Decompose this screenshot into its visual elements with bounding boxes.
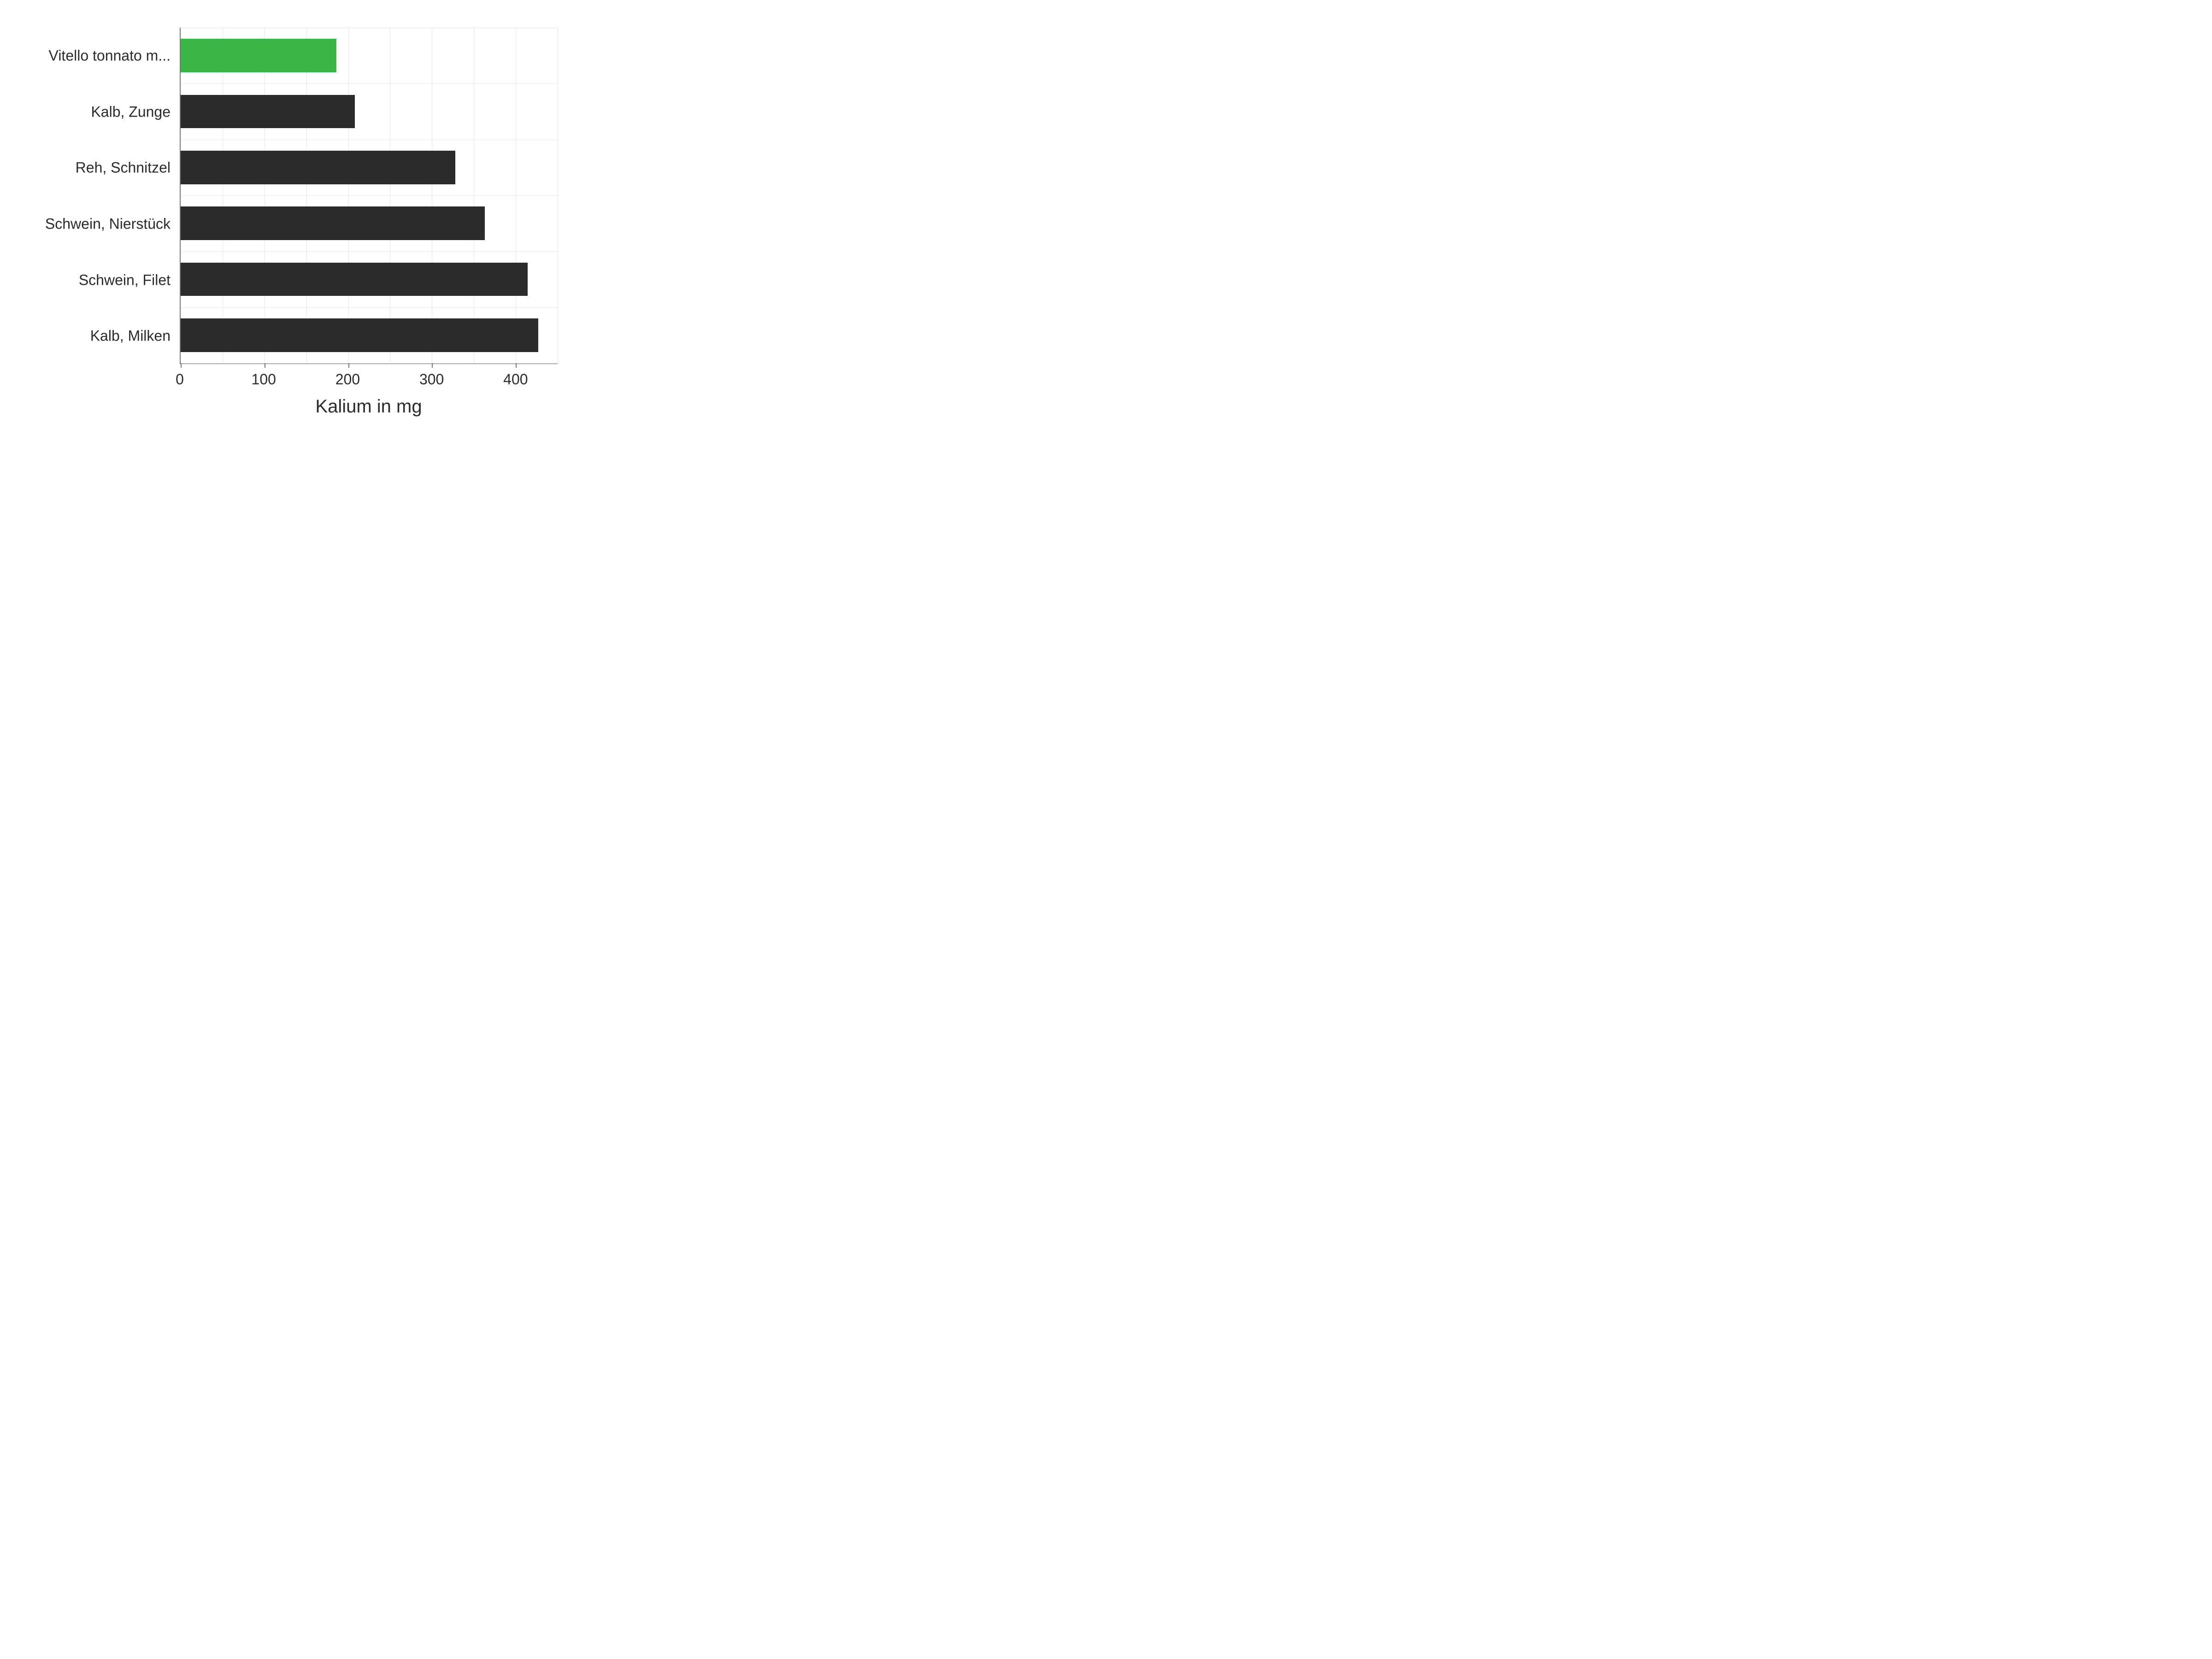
y-axis-label: Kalb, Zunge xyxy=(18,103,171,120)
x-axis-tick xyxy=(181,363,182,368)
chart-container: Vitello tonnato m... Kalb, Zunge Reh, Schn… xyxy=(0,0,590,442)
x-axis-tick-label: 400 xyxy=(503,371,528,388)
chart: Vitello tonnato m... Kalb, Zunge Reh, Schn… xyxy=(18,18,571,424)
gridline-horizontal xyxy=(181,307,558,308)
plot-area xyxy=(180,28,558,364)
y-axis-labels: Vitello tonnato m... Kalb, Zunge Reh, Schn… xyxy=(18,28,171,364)
x-axis-tick-label: 200 xyxy=(335,371,360,388)
x-axis-tick xyxy=(516,363,517,368)
y-axis-label: Vitello tonnato m... xyxy=(18,47,171,64)
bar xyxy=(181,206,485,240)
gridline-horizontal xyxy=(181,363,558,364)
y-axis-label: Schwein, Filet xyxy=(18,271,171,288)
bar xyxy=(181,151,455,184)
x-axis-labels: 0100200300400 xyxy=(180,371,558,389)
bar xyxy=(181,95,355,129)
x-axis-tick-label: 100 xyxy=(252,371,276,388)
x-axis-tick xyxy=(432,363,433,368)
y-axis-label: Schwein, Nierstück xyxy=(18,215,171,232)
gridline-horizontal xyxy=(181,251,558,252)
bar xyxy=(181,318,538,352)
x-axis-title: Kalium in mg xyxy=(180,396,558,417)
x-axis-tick xyxy=(348,363,349,368)
x-axis-tick-label: 300 xyxy=(419,371,444,388)
gridline-horizontal xyxy=(181,195,558,196)
y-axis-label: Reh, Schnitzel xyxy=(18,159,171,176)
y-axis-label: Kalb, Milken xyxy=(18,328,171,345)
bar xyxy=(181,263,528,296)
bar xyxy=(181,39,336,72)
gridline-horizontal xyxy=(181,83,558,84)
x-axis-tick-label: 0 xyxy=(176,371,184,388)
